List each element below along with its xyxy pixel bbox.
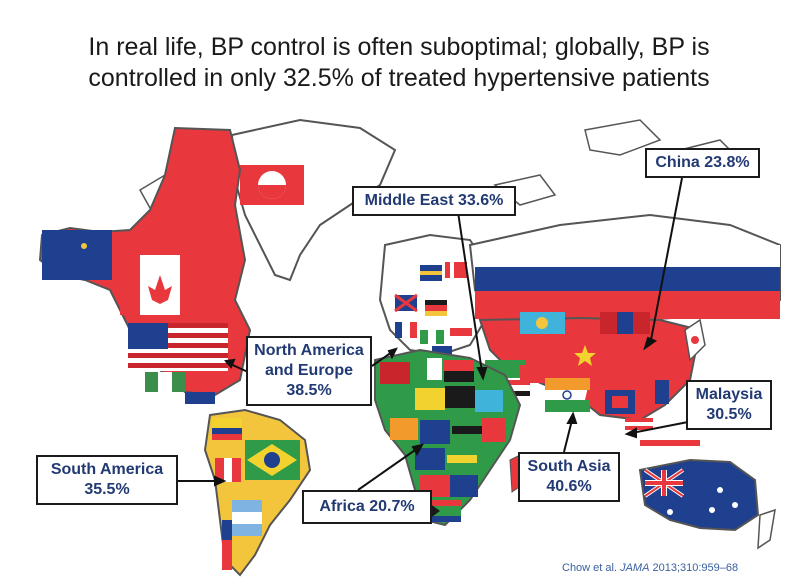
label-africa-text: Africa 20.7% bbox=[319, 498, 415, 515]
label-china-text: China 23.8% bbox=[655, 154, 750, 171]
label-china: China 23.8% bbox=[645, 148, 760, 178]
usa-flag bbox=[128, 323, 228, 371]
arrow-south-asia bbox=[563, 419, 573, 453]
arrow-europe bbox=[371, 351, 393, 367]
asia-shape bbox=[478, 312, 706, 452]
label-north-america-line3: 38.5% bbox=[286, 382, 332, 399]
pointer-arrows bbox=[178, 177, 689, 491]
citation-authors: Chow et al. bbox=[562, 562, 618, 574]
russia-shape bbox=[468, 213, 781, 322]
africa-shape bbox=[374, 348, 523, 527]
arrow-middle-east bbox=[457, 211, 483, 373]
australia-shape bbox=[638, 458, 776, 550]
slide-title: In real life, BP control is often subopt… bbox=[0, 32, 798, 94]
citation: Chow et al. JAMA 2013;310:959–68 bbox=[562, 562, 738, 574]
citation-journal: JAMA bbox=[620, 562, 650, 574]
arrow-africa bbox=[357, 447, 419, 491]
arrow-malaysia bbox=[631, 421, 689, 434]
label-south-asia-line1: South Asia bbox=[527, 458, 611, 475]
label-malaysia: Malaysia 30.5% bbox=[686, 380, 772, 430]
label-africa: Africa 20.7% bbox=[302, 490, 432, 524]
label-middle-east-text: Middle East 33.6% bbox=[364, 192, 504, 209]
label-south-america-line2: 35.5% bbox=[84, 481, 130, 498]
label-south-asia-line2: 40.6% bbox=[546, 478, 592, 495]
label-middle-east: Middle East 33.6% bbox=[352, 186, 516, 216]
south-america-shape bbox=[203, 408, 312, 577]
label-south-america: South America 35.5% bbox=[36, 455, 178, 505]
label-north-america-line2: and Europe bbox=[264, 362, 353, 379]
title-line-1: In real life, BP control is often subopt… bbox=[88, 33, 710, 61]
label-malaysia-line2: 30.5% bbox=[706, 406, 752, 423]
label-south-america-line1: South America bbox=[50, 461, 164, 478]
arrow-china bbox=[649, 177, 683, 346]
citation-details: 2013;310:959–68 bbox=[652, 562, 739, 574]
title-line-2: controlled in only 32.5% of treated hype… bbox=[88, 64, 710, 92]
greenland-shape bbox=[230, 118, 397, 282]
north-america-shape bbox=[38, 126, 252, 416]
label-malaysia-line1: Malaysia bbox=[695, 386, 763, 403]
europe-shape bbox=[378, 233, 492, 357]
label-north-america-europe: North America and Europe 38.5% bbox=[246, 336, 372, 406]
india-flag bbox=[545, 378, 590, 432]
label-south-asia: South Asia 40.6% bbox=[518, 452, 620, 502]
label-north-america-line1: North America bbox=[254, 342, 364, 359]
